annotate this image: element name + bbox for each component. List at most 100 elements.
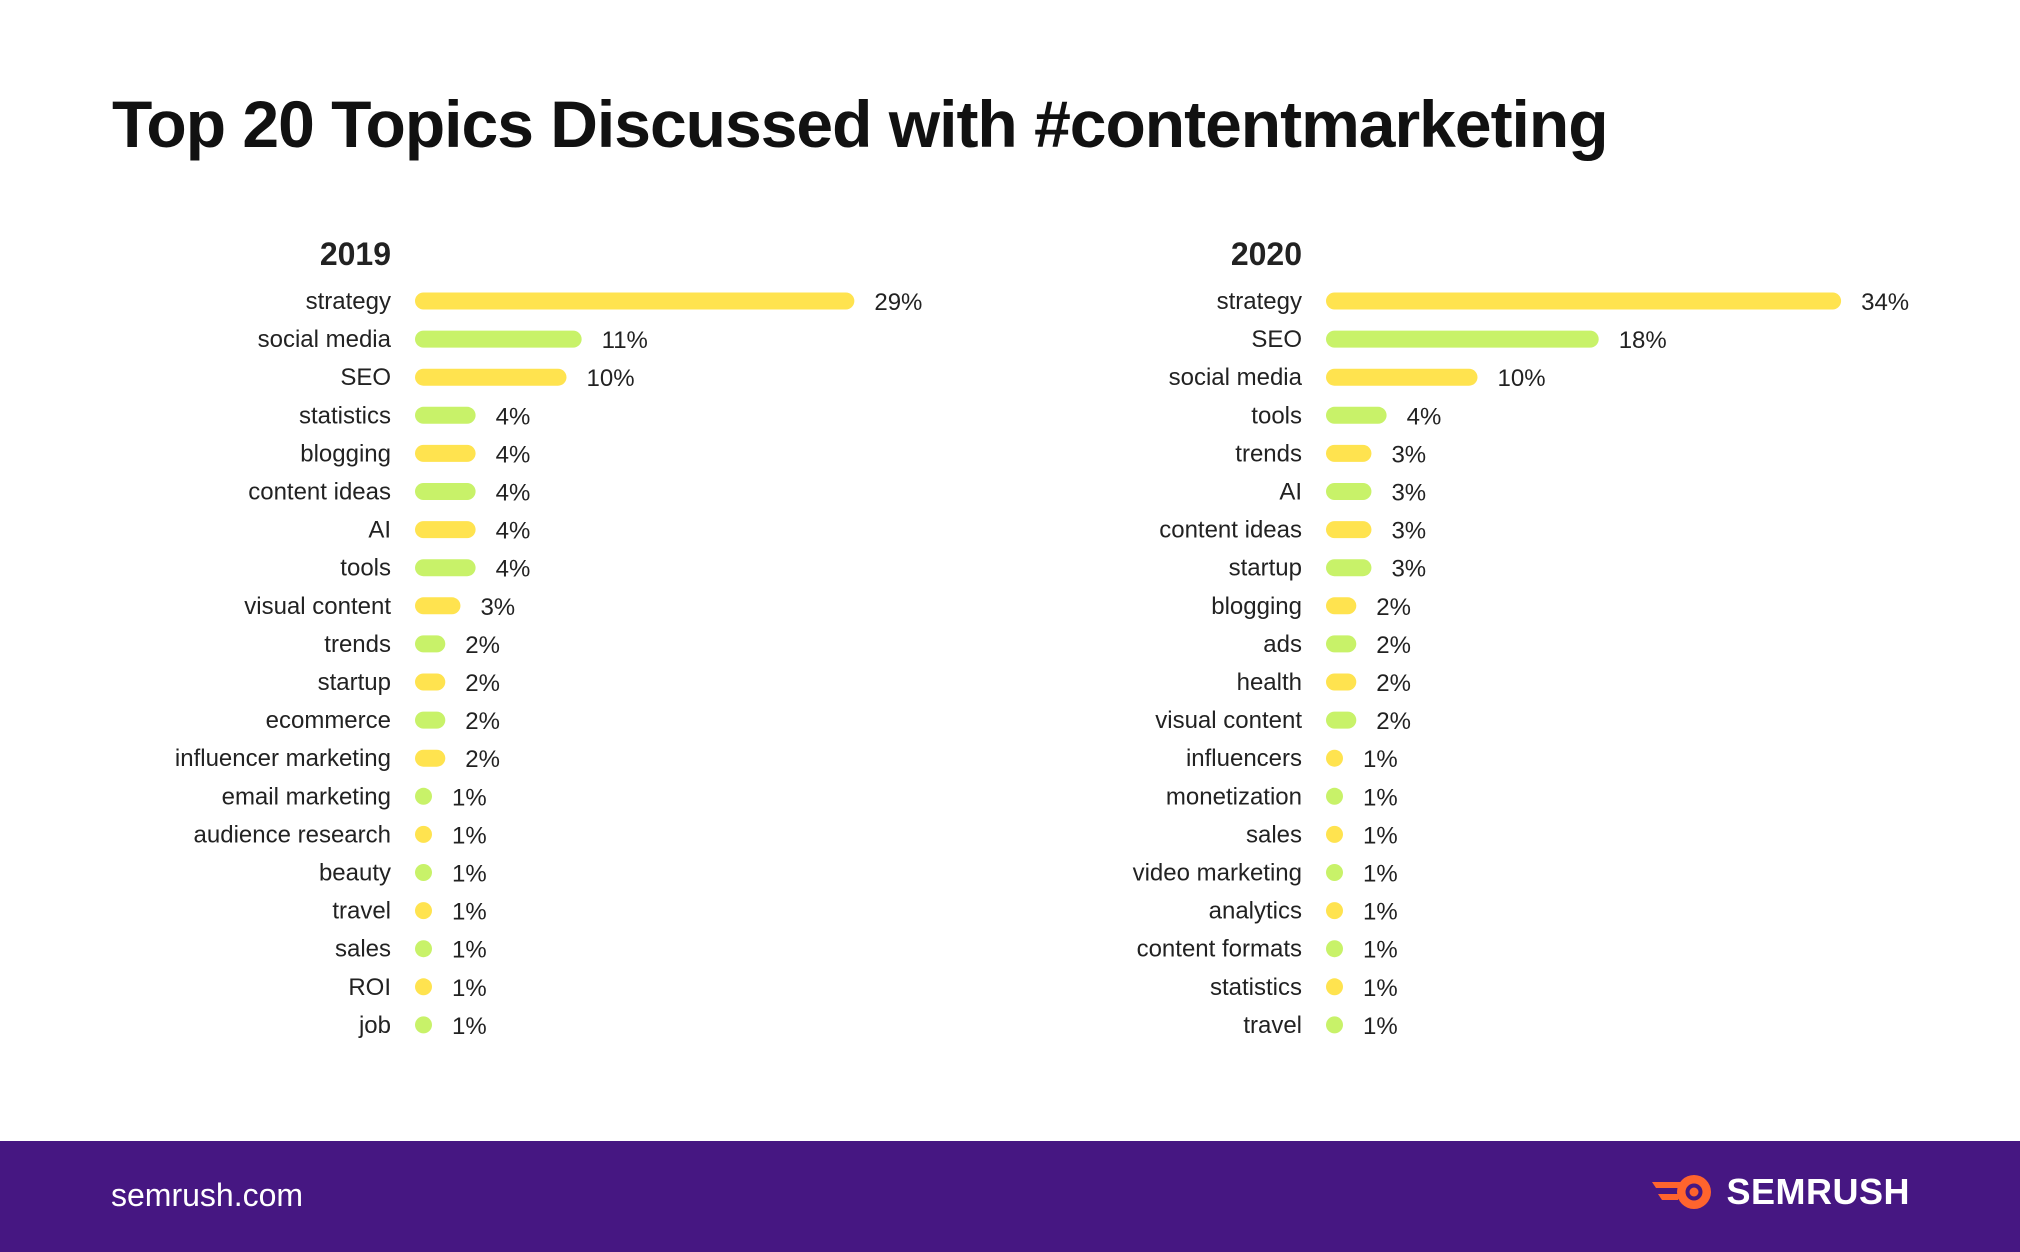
- value-label: 2%: [1376, 708, 1411, 735]
- bar: [415, 483, 476, 500]
- category-label: sales: [335, 936, 391, 963]
- bar: [415, 521, 476, 539]
- value-label: 1%: [452, 975, 487, 1002]
- bar: [415, 1016, 432, 1034]
- value-label: 4%: [496, 441, 531, 468]
- bar: [415, 406, 476, 424]
- value-label: 34%: [1861, 289, 1909, 316]
- category-label: influencer marketing: [175, 745, 391, 772]
- value-label: 3%: [1391, 518, 1426, 545]
- value-label: 2%: [1376, 670, 1411, 697]
- value-label: 29%: [874, 289, 922, 316]
- bar: [415, 330, 582, 348]
- category-label: SEO: [340, 364, 391, 391]
- bar: [1326, 864, 1343, 881]
- value-label: 18%: [1619, 327, 1667, 354]
- value-label: 4%: [496, 480, 531, 507]
- value-label: 1%: [1363, 861, 1398, 888]
- bar: [1326, 1016, 1343, 1034]
- bar: [1326, 559, 1372, 577]
- bar: [1326, 406, 1387, 424]
- value-label: 1%: [1363, 899, 1398, 926]
- category-label: tools: [1251, 402, 1302, 429]
- brand-logo: SEMRUSH: [1650, 1171, 1910, 1213]
- value-label: 2%: [1376, 632, 1411, 659]
- chart-panel-2020: 2020 strategy 34% SEO 18% social media 10% tool…: [1133, 236, 1910, 1040]
- charts-area: 2019 strategy 29% social media 11% SEO 10% stat…: [175, 236, 1910, 1040]
- category-label: email marketing: [222, 783, 391, 810]
- category-label: trends: [324, 631, 391, 658]
- category-label: monetization: [1166, 783, 1302, 810]
- value-label: 1%: [452, 822, 487, 849]
- category-label: social media: [1169, 364, 1303, 391]
- value-label: 3%: [480, 594, 515, 621]
- value-label: 4%: [1407, 403, 1442, 430]
- footer-url[interactable]: semrush.com: [111, 1177, 304, 1213]
- value-label: 2%: [1376, 594, 1411, 621]
- value-label: 4%: [496, 518, 531, 545]
- brand-wordmark: SEMRUSH: [1726, 1171, 1910, 1212]
- value-label: 2%: [465, 632, 500, 659]
- bar: [415, 749, 446, 767]
- bar: [415, 864, 432, 881]
- bar: [1326, 787, 1343, 805]
- category-label: content formats: [1137, 936, 1302, 963]
- bar: [1326, 749, 1343, 767]
- value-label: 11%: [602, 327, 648, 354]
- footer-bar: semrush.com SEMRUSH: [0, 1141, 2020, 1252]
- bar: [415, 673, 446, 691]
- category-label: statistics: [1210, 974, 1302, 1001]
- category-label: travel: [332, 898, 391, 925]
- bar: [1326, 902, 1343, 920]
- bar: [1326, 711, 1357, 729]
- category-label: beauty: [319, 860, 391, 887]
- category-label: trends: [1235, 440, 1302, 467]
- category-label: travel: [1243, 1012, 1302, 1039]
- category-label: influencers: [1186, 745, 1302, 772]
- value-label: 10%: [587, 365, 635, 392]
- category-label: statistics: [299, 402, 391, 429]
- bar: [415, 292, 855, 310]
- value-label: 10%: [1498, 365, 1546, 392]
- value-label: 3%: [1391, 556, 1426, 583]
- value-label: 2%: [465, 746, 500, 773]
- bar: [415, 902, 432, 920]
- bar: [1326, 825, 1343, 843]
- category-label: strategy: [306, 288, 391, 315]
- value-label: 1%: [1363, 937, 1398, 964]
- value-label: 1%: [1363, 784, 1398, 811]
- page-title: Top 20 Topics Discussed with #contentmar…: [112, 87, 1609, 161]
- bar: [415, 711, 446, 729]
- bar: [415, 368, 567, 386]
- category-label: blogging: [300, 440, 391, 467]
- category-label: ROI: [348, 974, 391, 1001]
- bar: [1326, 483, 1372, 500]
- bar: [415, 559, 476, 577]
- category-label: AI: [368, 517, 391, 544]
- value-label: 1%: [452, 1013, 487, 1040]
- category-label: tools: [340, 555, 391, 582]
- bar: [1326, 635, 1357, 653]
- bar: [415, 444, 476, 462]
- bar: [1326, 673, 1357, 691]
- value-label: 3%: [1391, 480, 1426, 507]
- bar: [415, 635, 446, 653]
- bar: [1326, 330, 1599, 348]
- category-label: visual content: [1155, 707, 1302, 734]
- value-label: 1%: [452, 937, 487, 964]
- category-label: video marketing: [1133, 860, 1302, 887]
- bar: [415, 597, 461, 615]
- category-label: blogging: [1211, 593, 1302, 620]
- bar: [415, 825, 432, 843]
- value-label: 2%: [465, 670, 500, 697]
- category-label: ads: [1263, 631, 1302, 658]
- value-label: 1%: [1363, 975, 1398, 1002]
- category-label: strategy: [1217, 288, 1302, 315]
- bar: [1326, 292, 1842, 310]
- bar: [415, 978, 432, 996]
- chart-year-title: 2020: [1231, 236, 1302, 272]
- category-label: sales: [1246, 821, 1302, 848]
- category-label: social media: [258, 326, 392, 353]
- value-label: 1%: [1363, 1013, 1398, 1040]
- category-label: health: [1237, 669, 1302, 696]
